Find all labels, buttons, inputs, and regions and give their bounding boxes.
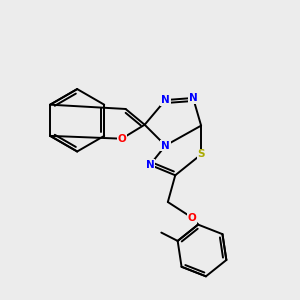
Text: O: O	[117, 134, 126, 144]
Text: N: N	[161, 140, 170, 151]
Text: N: N	[161, 95, 170, 105]
Text: N: N	[189, 93, 197, 103]
Text: N: N	[146, 160, 154, 170]
Text: S: S	[197, 149, 205, 160]
Text: O: O	[188, 213, 197, 223]
